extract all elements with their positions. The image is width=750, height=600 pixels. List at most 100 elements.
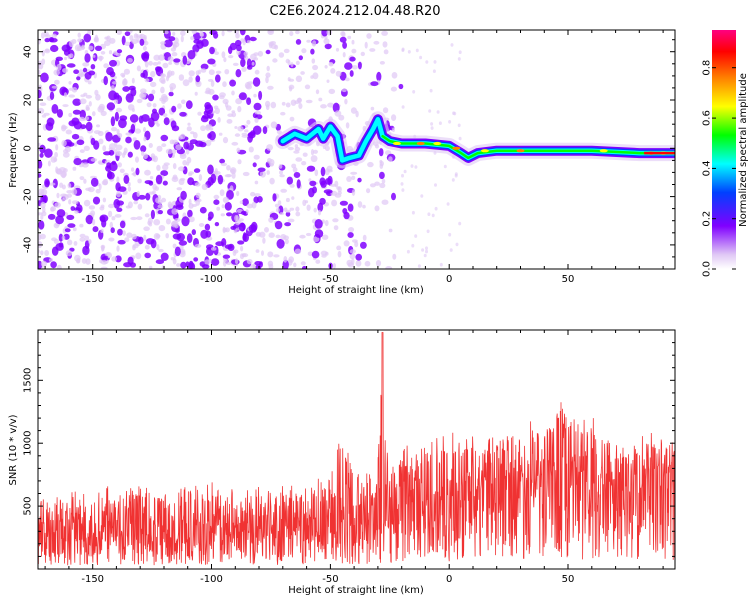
noise-speckle — [312, 64, 319, 71]
noise-speckle — [47, 137, 57, 142]
noise-speckle — [268, 232, 275, 238]
noise-speckle — [198, 223, 205, 227]
noise-speckle — [337, 186, 342, 193]
noise-speckle — [280, 234, 287, 240]
noise-speckle — [72, 109, 81, 115]
noise-speckle — [108, 210, 113, 218]
noise-speckle — [266, 65, 270, 72]
noise-speckle — [314, 229, 324, 238]
noise-speckle — [178, 240, 188, 246]
noise-speckle — [388, 156, 393, 163]
noise-speckle — [246, 58, 252, 68]
noise-speckle — [253, 102, 262, 111]
noise-speckle — [274, 220, 283, 230]
noise-speckle — [364, 41, 368, 49]
noise-speckle — [219, 95, 225, 100]
noise-speckle — [107, 171, 115, 180]
noise-speckle — [287, 218, 295, 223]
noise-speckle — [72, 200, 79, 205]
noise-speckle — [67, 239, 73, 246]
noise-speckle — [119, 168, 125, 173]
snr-y-label: SNR (10 * v/v) — [8, 414, 19, 485]
noise-speckle — [172, 243, 177, 249]
noise-speckle — [323, 38, 330, 45]
noise-speckle — [286, 176, 293, 185]
noise-speckle — [194, 243, 202, 248]
noise-speckle — [101, 219, 107, 228]
noise-speckle — [223, 57, 227, 63]
noise-speckle — [226, 261, 231, 265]
noise-speckle — [44, 178, 50, 188]
noise-speckle — [242, 38, 246, 46]
noise-speckle — [159, 97, 163, 102]
noise-speckle — [82, 62, 90, 67]
noise-speckle — [90, 158, 98, 162]
noise-speckle — [100, 244, 106, 250]
noise-speckle — [151, 89, 156, 95]
noise-speckle — [293, 172, 301, 178]
noise-speckle — [188, 198, 192, 205]
noise-speckle — [334, 110, 342, 117]
noise-speckle — [226, 119, 233, 124]
noise-speckle — [366, 188, 371, 194]
noise-speckle — [253, 93, 257, 98]
noise-speckle — [226, 165, 231, 171]
noise-speckle — [131, 233, 137, 240]
noise-speckle — [350, 171, 358, 175]
noise-speckle — [349, 253, 356, 260]
noise-speckle — [272, 193, 277, 202]
noise-speckle — [174, 218, 181, 222]
noise-speckle — [221, 30, 225, 37]
noise-speckle — [247, 132, 254, 143]
noise-speckle — [220, 162, 228, 167]
noise-speckle — [367, 161, 374, 168]
noise-speckle — [312, 236, 320, 243]
noise-speckle — [109, 59, 117, 67]
noise-speckle — [351, 39, 355, 45]
noise-speckle — [181, 99, 186, 105]
colorbar-tick-label: 0.6 — [702, 110, 713, 126]
noise-speckle — [200, 68, 207, 73]
noise-speckle — [55, 243, 64, 251]
noise-speckle — [289, 116, 295, 122]
noise-speckle — [161, 143, 167, 148]
noise-speckle — [276, 238, 285, 249]
noise-speckle — [265, 104, 270, 111]
noise-speckle — [172, 43, 177, 50]
noise-speckle — [430, 122, 434, 126]
noise-speckle — [250, 191, 256, 197]
spectrogram-x-tick-label: 50 — [562, 274, 575, 285]
noise-speckle — [293, 262, 297, 268]
noise-speckle — [289, 207, 295, 211]
noise-speckle — [222, 254, 231, 259]
noise-speckle — [179, 244, 184, 251]
noise-speckle — [209, 127, 214, 131]
noise-speckle — [268, 41, 274, 47]
noise-speckle — [410, 164, 414, 168]
noise-speckle — [136, 190, 140, 197]
ridge-hotspot — [392, 141, 401, 146]
noise-speckle — [280, 111, 286, 116]
noise-speckle — [333, 225, 339, 231]
noise-speckle — [311, 58, 316, 64]
ridge-hotspot — [599, 149, 608, 153]
noise-speckle — [335, 70, 342, 77]
noise-speckle — [146, 102, 152, 108]
noise-speckle — [80, 94, 86, 98]
noise-speckle — [212, 94, 219, 101]
noise-speckle — [123, 68, 130, 75]
noise-speckle — [180, 30, 186, 36]
noise-speckle — [344, 98, 348, 105]
noise-speckle — [172, 163, 177, 170]
noise-speckle — [180, 261, 187, 269]
noise-speckle — [207, 164, 214, 175]
noise-speckle — [457, 123, 461, 128]
noise-speckle — [123, 262, 132, 268]
noise-speckle — [398, 83, 404, 90]
noise-speckle — [143, 126, 146, 133]
noise-speckle — [374, 205, 380, 212]
noise-speckle — [242, 171, 250, 177]
noise-speckle — [307, 251, 314, 257]
noise-speckle — [206, 124, 212, 128]
noise-speckle — [366, 33, 372, 39]
